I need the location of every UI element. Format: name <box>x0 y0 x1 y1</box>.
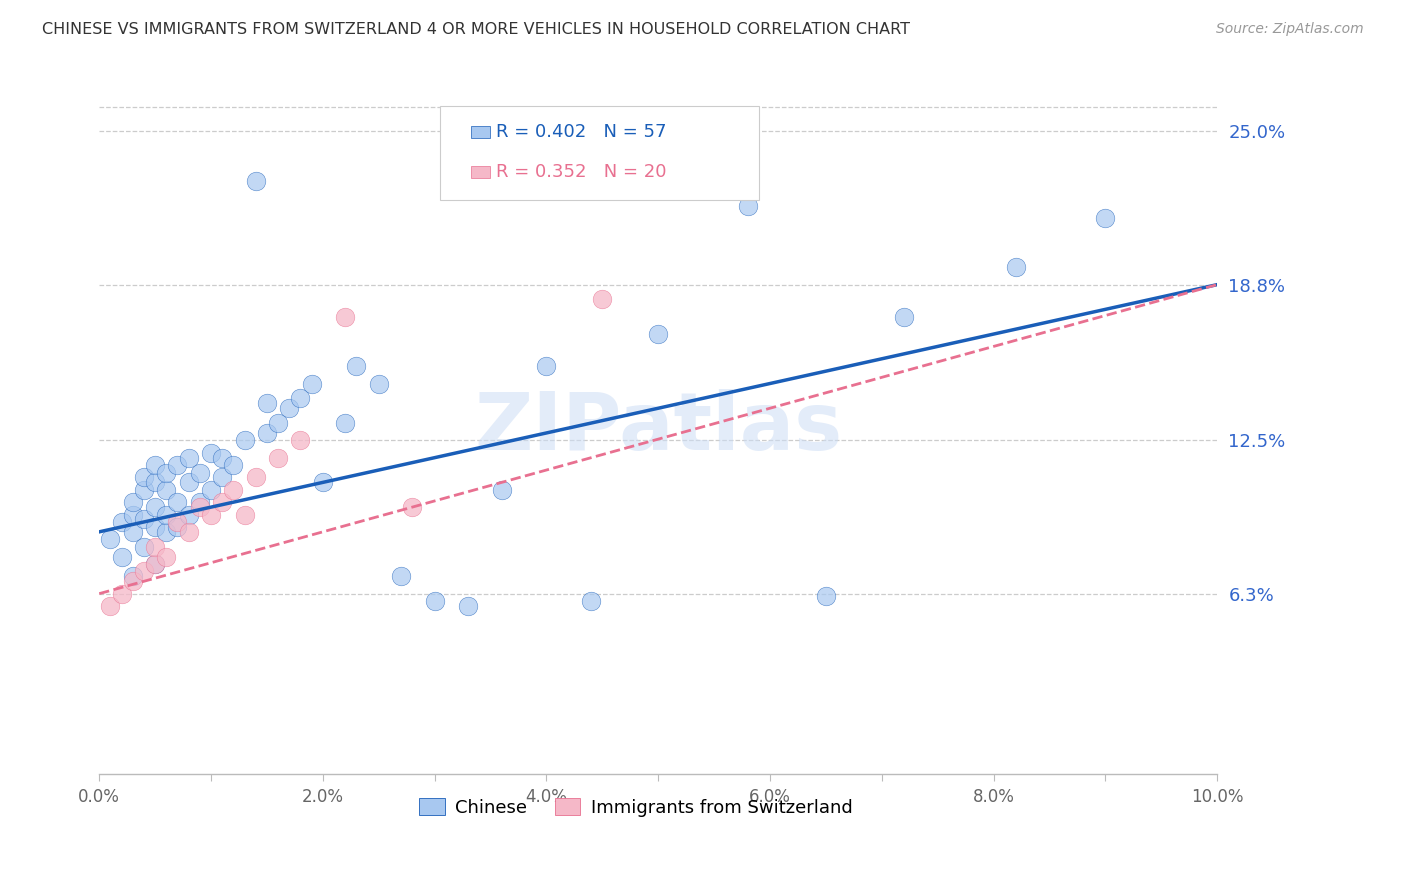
Point <box>155 524 177 539</box>
Point <box>278 401 301 416</box>
Point <box>121 524 143 539</box>
Point <box>233 434 256 448</box>
Point <box>536 359 558 374</box>
Point <box>256 425 278 440</box>
Point <box>222 458 245 472</box>
Point <box>121 508 143 522</box>
Point <box>737 198 759 212</box>
Text: Source: ZipAtlas.com: Source: ZipAtlas.com <box>1216 22 1364 37</box>
Point <box>155 483 177 497</box>
Point <box>200 446 222 460</box>
Point <box>100 599 122 613</box>
Point <box>121 569 143 583</box>
Point <box>401 500 423 515</box>
Point <box>100 533 122 547</box>
Point <box>177 450 200 465</box>
Text: R = 0.402   N = 57: R = 0.402 N = 57 <box>496 123 666 141</box>
Point <box>188 500 211 515</box>
Point <box>143 557 166 571</box>
Point <box>155 466 177 480</box>
FancyBboxPatch shape <box>471 126 489 138</box>
Point <box>110 587 132 601</box>
Point <box>211 470 233 484</box>
Point <box>211 450 233 465</box>
Text: ZIPatlas: ZIPatlas <box>474 389 842 467</box>
Point <box>256 396 278 410</box>
Point <box>188 466 211 480</box>
Point <box>132 565 155 579</box>
Point <box>132 470 155 484</box>
Point <box>166 520 188 534</box>
Point <box>367 376 389 391</box>
Point <box>233 508 256 522</box>
Point <box>893 310 915 324</box>
Text: R = 0.352   N = 20: R = 0.352 N = 20 <box>496 163 666 181</box>
Legend: Chinese, Immigrants from Switzerland: Chinese, Immigrants from Switzerland <box>412 790 859 824</box>
Point <box>200 483 222 497</box>
Point <box>143 520 166 534</box>
Point <box>245 174 267 188</box>
Point <box>290 434 312 448</box>
Point <box>423 594 446 608</box>
Point <box>155 549 177 564</box>
Point <box>267 450 290 465</box>
Point <box>312 475 335 490</box>
Point <box>245 470 267 484</box>
Point <box>166 458 188 472</box>
Point <box>110 515 132 529</box>
Point <box>222 483 245 497</box>
Point <box>333 310 356 324</box>
Point <box>579 594 602 608</box>
Point <box>143 500 166 515</box>
Point <box>301 376 323 391</box>
Point <box>177 524 200 539</box>
Point <box>110 549 132 564</box>
Point <box>333 416 356 430</box>
Point <box>344 359 367 374</box>
Point <box>491 483 513 497</box>
FancyBboxPatch shape <box>440 106 759 200</box>
Point <box>457 599 479 613</box>
Point <box>132 483 155 497</box>
Point <box>166 515 188 529</box>
Point <box>814 589 837 603</box>
Point <box>132 512 155 526</box>
Point <box>200 508 222 522</box>
Point <box>177 508 200 522</box>
Point <box>591 293 613 307</box>
Point <box>143 475 166 490</box>
Point <box>1005 260 1028 275</box>
Point <box>143 540 166 554</box>
Point <box>389 569 412 583</box>
Point <box>121 495 143 509</box>
Point <box>143 557 166 571</box>
Point <box>132 540 155 554</box>
Point <box>647 327 669 342</box>
Point <box>155 508 177 522</box>
Point <box>121 574 143 589</box>
Point <box>166 495 188 509</box>
Point <box>290 392 312 406</box>
Point <box>211 495 233 509</box>
Point <box>143 458 166 472</box>
Point <box>188 495 211 509</box>
Point <box>177 475 200 490</box>
Point <box>267 416 290 430</box>
FancyBboxPatch shape <box>471 166 489 178</box>
Point <box>1094 211 1116 225</box>
Text: CHINESE VS IMMIGRANTS FROM SWITZERLAND 4 OR MORE VEHICLES IN HOUSEHOLD CORRELATI: CHINESE VS IMMIGRANTS FROM SWITZERLAND 4… <box>42 22 910 37</box>
